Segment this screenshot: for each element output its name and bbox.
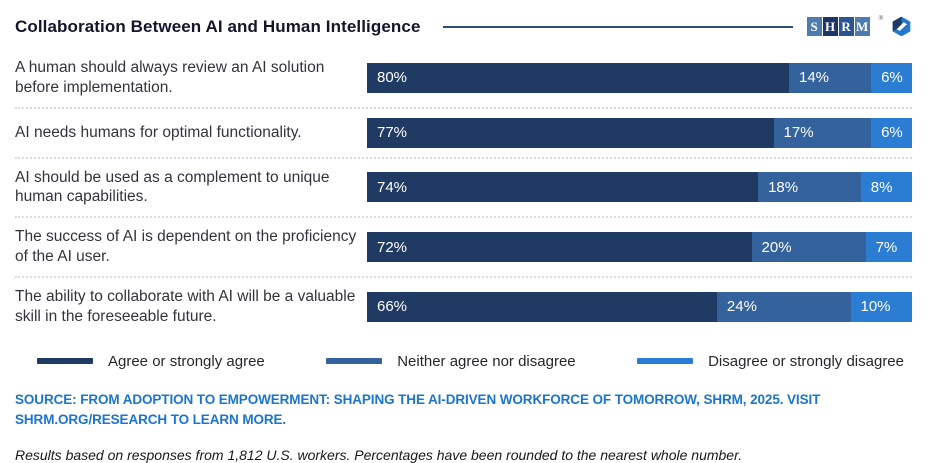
legend-item: Neither agree nor disagree (326, 352, 576, 370)
legend-label: Agree or strongly agree (108, 352, 265, 370)
bar-value-label: 74% (377, 178, 408, 196)
legend-item: Disagree or strongly disagree (637, 353, 904, 370)
row-bar: 66% 24% 10% (367, 291, 912, 322)
bar-segment: 74% (367, 172, 759, 203)
shrm-hexagon-icon (892, 16, 911, 37)
bar-value-label: 20% (761, 238, 792, 256)
logo-letter-tile: R (838, 17, 854, 36)
row-bar: 77% 17% 6% (367, 117, 912, 148)
header: Collaboration Between AI and Human Intel… (15, 16, 912, 37)
bar-value-label: 6% (881, 124, 903, 142)
legend-swatch (637, 358, 694, 365)
table-row: AI needs humans for optimal functionalit… (15, 109, 912, 159)
bar-segment: 10% (850, 291, 912, 322)
bar-segment: 18% (758, 172, 861, 203)
bar-value-label: 7% (875, 238, 898, 256)
chart-rows: A human should always review an AI solut… (15, 49, 913, 336)
logo-letter-tile: S (806, 17, 822, 36)
chart-legend: Agree or strongly agree Neither agree nor… (15, 336, 912, 376)
legend-label: Neither agree nor disagree (397, 352, 576, 370)
legend-swatch (326, 358, 383, 365)
row-bar: 72% 20% 7% (367, 232, 913, 263)
row-label: The ability to collaborate with AI will … (15, 287, 356, 325)
source-note: SOURCE: FROM ADOPTION TO EMPOWERMENT: SH… (15, 391, 821, 427)
logo-letter-tile: H (822, 17, 838, 36)
trademark-symbol: ® (878, 16, 883, 22)
row-bar: 80% 14% 6% (367, 62, 912, 93)
bar-value-label: 6% (881, 69, 903, 87)
bar-value-label: 10% (860, 298, 891, 316)
row-label: AI needs humans for optimal functionalit… (15, 123, 302, 141)
bar-segment: 7% (865, 232, 913, 263)
bar-segment: 14% (789, 62, 872, 93)
bar-segment: 8% (860, 172, 912, 203)
bar-segment: 17% (773, 117, 872, 148)
bar-value-label: 80% (377, 69, 408, 87)
legend-item: Agree or strongly agree (37, 353, 265, 370)
bar-segment: 66% (367, 291, 717, 322)
bar-value-label: 17% (783, 124, 814, 142)
bar-value-label: 24% (726, 298, 757, 316)
legend-label: Disagree or strongly disagree (708, 352, 904, 370)
legend-swatch (37, 358, 93, 365)
bar-value-label: 14% (799, 69, 830, 87)
page-title: Collaboration Between AI and Human Intel… (15, 16, 421, 36)
table-row: The success of AI is dependent on the pr… (15, 218, 913, 278)
bar-segment: 77% (367, 117, 774, 148)
bar-value-label: 66% (377, 298, 408, 316)
table-row: The ability to collaborate with AI will … (15, 278, 912, 336)
bar-segment: 6% (871, 117, 912, 148)
bar-segment: 80% (367, 62, 789, 93)
row-label: A human should always review an AI solut… (15, 59, 325, 96)
bar-segment: 24% (716, 291, 851, 322)
row-bar: 74% 18% 8% (367, 172, 912, 203)
methodology-footnote: Results based on responses from 1,812 U.… (15, 447, 743, 463)
row-label: The success of AI is dependent on the pr… (15, 228, 357, 266)
header-divider (442, 25, 793, 28)
row-label: AI should be used as a complement to uni… (15, 168, 330, 206)
bar-value-label: 18% (768, 178, 799, 196)
table-row: A human should always review an AI solut… (15, 49, 912, 109)
bar-segment: 20% (751, 232, 866, 263)
logo-letter-tile: M (854, 17, 870, 36)
bar-segment: 72% (367, 232, 752, 263)
bar-segment: 6% (871, 62, 912, 93)
bar-value-label: 8% (870, 178, 893, 196)
table-row: AI should be used as a complement to uni… (15, 159, 912, 219)
bar-value-label: 72% (377, 238, 408, 256)
bar-value-label: 77% (377, 124, 408, 142)
